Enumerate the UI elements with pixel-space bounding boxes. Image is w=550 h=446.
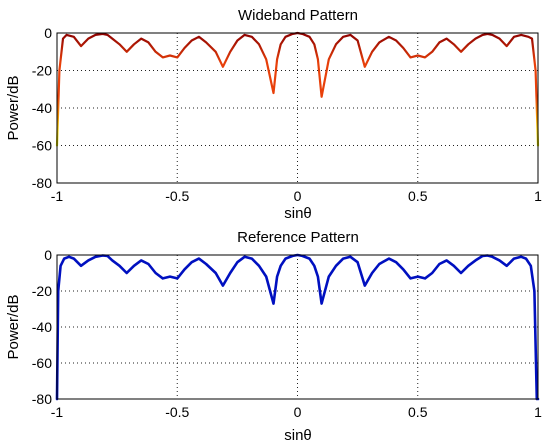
y-tick-label: -60	[32, 355, 52, 371]
wideband-pattern-chart: Wideband Pattern -1 -0.5 0 0.5 1 0 -20 -40 -60 -…	[5, 7, 542, 222]
x-tick-label: 1	[534, 404, 542, 420]
grid	[57, 255, 538, 399]
x-tick-label: -0.5	[165, 404, 189, 420]
y-tick-label: -80	[32, 175, 52, 191]
y-tick-label: -20	[32, 283, 52, 299]
x-tick-label: -1	[51, 404, 64, 420]
y-tick-label: -20	[32, 63, 52, 79]
grid	[57, 33, 538, 183]
reference-pattern-chart: Reference Pattern -1 -0.5 0 0.5 1 0 -20 -40 -60…	[5, 229, 542, 444]
x-tick-label: 1	[534, 188, 542, 204]
y-tick-label: 0	[44, 25, 52, 41]
x-axis-label: sinθ	[284, 427, 312, 444]
y-ticks: 0 -20 -40 -60 -80	[32, 25, 52, 191]
x-tick-label: 0.5	[408, 404, 428, 420]
plot-frame	[56, 32, 539, 184]
y-tick-label: -80	[32, 391, 52, 407]
x-tick-label: -1	[51, 188, 64, 204]
x-tick-label: -0.5	[165, 188, 189, 204]
chart-title: Reference Pattern	[237, 229, 359, 246]
y-tick-label: -40	[32, 319, 52, 335]
x-tick-label: 0	[294, 188, 302, 204]
y-axis-label: Power/dB	[5, 75, 22, 140]
y-axis-label: Power/dB	[5, 294, 22, 359]
x-axis-label: sinθ	[284, 205, 312, 222]
chart-title: Wideband Pattern	[238, 7, 358, 24]
y-tick-label: -60	[32, 138, 52, 154]
x-ticks: -1 -0.5 0 0.5 1	[51, 404, 542, 420]
x-tick-label: 0	[294, 404, 302, 420]
x-ticks: -1 -0.5 0 0.5 1	[51, 188, 542, 204]
x-tick-label: 0.5	[408, 188, 428, 204]
y-tick-label: -40	[32, 100, 52, 116]
y-tick-label: 0	[44, 247, 52, 263]
plot-frame	[56, 254, 539, 400]
y-ticks: 0 -20 -40 -60 -80	[32, 247, 52, 407]
